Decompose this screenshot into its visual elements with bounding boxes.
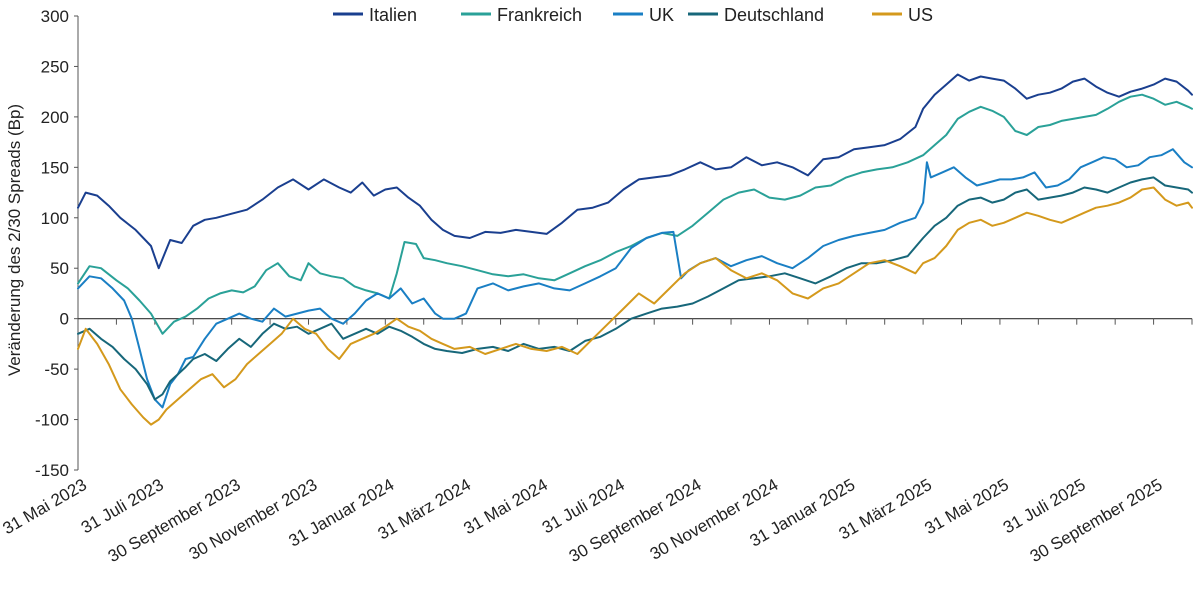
legend-label: Italien <box>369 5 417 25</box>
legend-label: US <box>908 5 933 25</box>
legend: Italien Frankreich UK Deutschland US <box>333 5 933 25</box>
x-tick-label: 30 November 2024 <box>647 475 782 564</box>
legend-label: UK <box>649 5 674 25</box>
series-line-frankreich <box>77 93 1193 335</box>
y-tick-label: 100 <box>41 209 69 228</box>
y-tick-label: 300 <box>41 7 69 26</box>
y-tick-label: -150 <box>35 461 69 480</box>
y-axis-title: Veränderung des 2/30 Spreads (Bp) <box>5 104 24 376</box>
x-tick-label: 30 September 2024 <box>566 475 705 566</box>
x-tick-label: 31 Mai 2025 <box>921 475 1012 538</box>
legend-label: Deutschland <box>724 5 824 25</box>
series-line-uk <box>77 148 1193 409</box>
series-line-italien <box>77 73 1193 270</box>
series-line-us <box>77 186 1193 426</box>
x-tick-label: 30 November 2023 <box>186 475 321 564</box>
x-tick-label: 30 September 2023 <box>105 475 244 566</box>
series-line-deutschland <box>77 176 1193 401</box>
series-lines <box>77 73 1193 426</box>
y-tick-label: 250 <box>41 57 69 76</box>
y-tick-label: -50 <box>44 360 69 379</box>
x-tick-label: 30 September 2025 <box>1027 475 1166 566</box>
y-tick-label: 0 <box>60 310 69 329</box>
y-tick-label: 150 <box>41 158 69 177</box>
x-tick-label: 31 Mai 2023 <box>0 475 90 538</box>
y-tick-label: 200 <box>41 108 69 127</box>
legend-label: Frankreich <box>497 5 582 25</box>
y-tick-label: -100 <box>35 411 69 430</box>
x-tick-label: 31 Mai 2024 <box>460 475 551 538</box>
y-tick-label: 50 <box>50 259 69 278</box>
